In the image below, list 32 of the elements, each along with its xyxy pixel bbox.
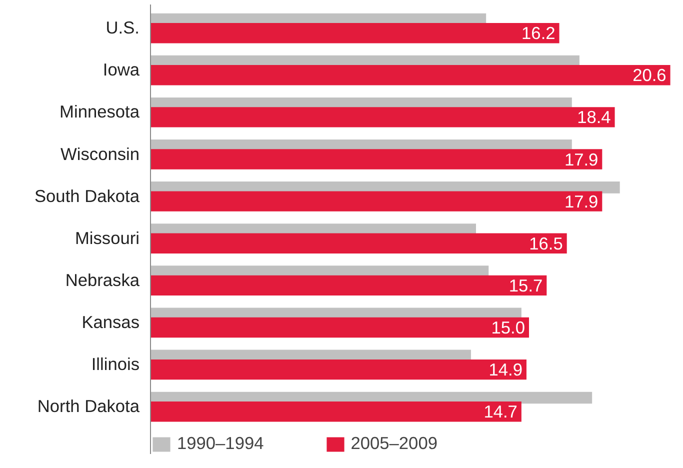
bar (150, 149, 602, 170)
data-label: 14.7 (484, 402, 518, 422)
bar (150, 233, 567, 254)
data-label: 18.4 (577, 107, 612, 128)
data-label: 15.7 (508, 275, 543, 296)
y-tick-label: Illinois (91, 354, 140, 374)
bar (150, 317, 529, 338)
bar (150, 359, 526, 380)
y-tick-label: Nebraska (65, 270, 140, 290)
bar (150, 65, 670, 86)
bar (150, 402, 522, 422)
y-tick-label: Wisconsin (60, 144, 140, 164)
data-label: 17.9 (564, 149, 598, 170)
data-label: 17.9 (564, 191, 598, 212)
bar (150, 191, 602, 212)
y-tick-label: South Dakota (34, 186, 140, 206)
y-tick-label: Iowa (102, 60, 140, 80)
legend-label: 1990–1994 (177, 433, 264, 454)
data-label: 16.5 (529, 233, 563, 254)
data-label: 20.6 (632, 65, 666, 86)
y-tick-label: North Dakota (37, 396, 140, 416)
data-label: 14.9 (488, 360, 522, 380)
data-label: 16.2 (522, 23, 556, 44)
y-tick-label: Minnesota (60, 102, 140, 122)
y-tick-label: U.S. (106, 18, 140, 38)
bar (150, 275, 547, 296)
bar (150, 23, 560, 44)
bar (150, 107, 615, 128)
data-label: 15.0 (491, 317, 526, 338)
y-tick-label: Missouri (74, 228, 140, 248)
y-tick-label: Kansas (82, 312, 140, 332)
legend-label: 2005–2009 (350, 433, 438, 454)
